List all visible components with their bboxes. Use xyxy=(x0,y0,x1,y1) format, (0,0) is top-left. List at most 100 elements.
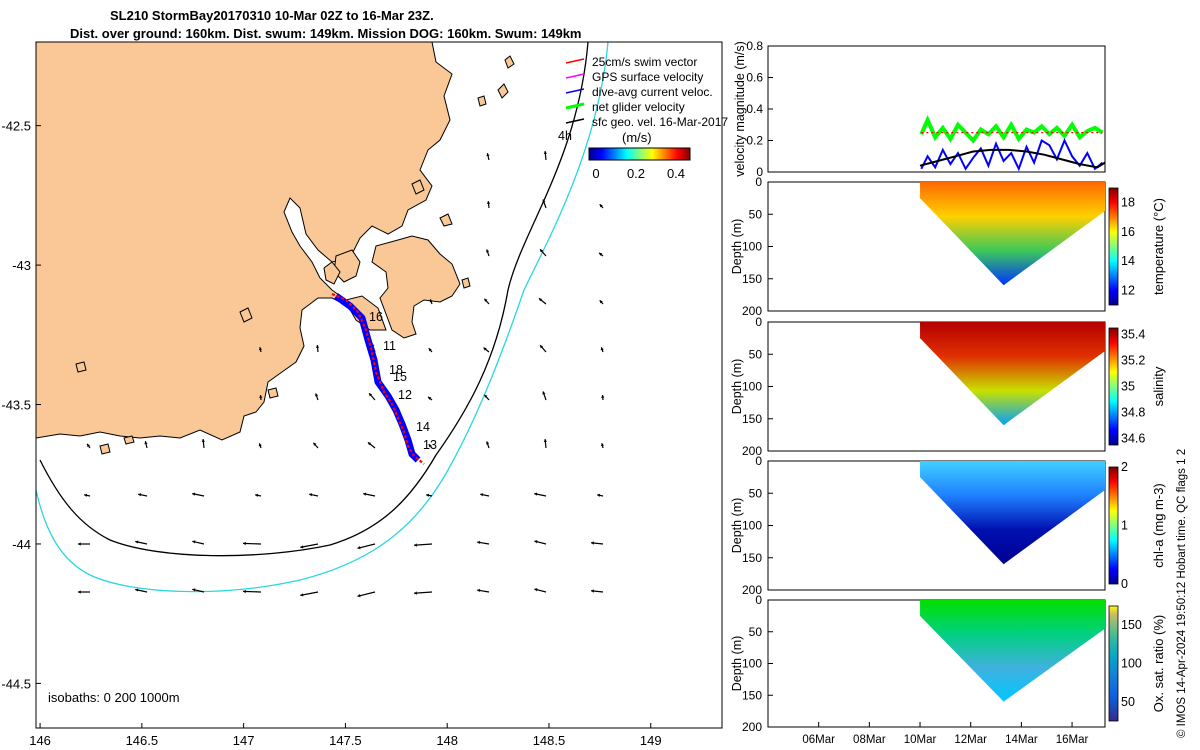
section-panel: 0 50 100 150 200 Depth (m) 0 1 2 chl-a (mg m-3) xyxy=(730,454,1166,597)
geo-vel-arrowhead xyxy=(599,204,603,208)
colorbar-unit: (m/s) xyxy=(622,130,652,145)
geo-vel-arrowhead xyxy=(534,588,538,592)
velocity-tick-label: 0.4 xyxy=(746,102,763,116)
swim-vectors xyxy=(331,292,425,465)
colorbar-tick-label: 16 xyxy=(1121,225,1135,239)
geo-vel-arrow xyxy=(242,542,262,545)
time-tick-label: 14Mar xyxy=(1005,734,1038,746)
colorbar-tick-label: 50 xyxy=(1121,695,1135,709)
lon-tick-label: 146.5 xyxy=(126,733,159,748)
geo-vel-arrow xyxy=(414,591,433,594)
time-tick-label: 12Mar xyxy=(954,734,987,746)
depth-axis-label: Depth (m) xyxy=(730,498,744,554)
geo-vel-arrow xyxy=(242,590,262,593)
colorbar-label: salinity xyxy=(1151,366,1166,406)
legend-item: net glider velocity xyxy=(592,100,685,114)
section-panel: 0 50 100 150 200 Depth (m) 50 100 150 Ox. sat. ra… xyxy=(730,593,1166,734)
time-axis: 06Mar 08Mar 10Mar 12Mar 14Mar 16Mar xyxy=(802,722,1089,746)
sfc-geo-velocity-arrows xyxy=(78,150,605,598)
peninsula-land xyxy=(371,235,461,339)
legend-item: dive-avg current veloc. xyxy=(592,85,713,99)
legend-swatch-gps xyxy=(565,73,585,79)
geo-vel-arrow xyxy=(414,543,433,546)
isobaths-label: isobaths: 0 200 1000m xyxy=(48,690,180,705)
legend-swatch-geo xyxy=(565,118,585,124)
depth-tick-label: 200 xyxy=(742,444,762,458)
geo-vel-arrowhead xyxy=(486,249,490,253)
geo-vel-arrowhead xyxy=(600,443,605,447)
time-tick-label: 16Mar xyxy=(1056,734,1089,746)
depth-tick-label: 150 xyxy=(742,272,762,286)
geo-vel-arrowhead xyxy=(428,396,432,400)
depth-tick-label: 0 xyxy=(755,593,762,607)
time-tick-label: 10Mar xyxy=(904,734,937,746)
colorbar-tick-label: 14 xyxy=(1121,254,1135,268)
geo-vel-arrowhead xyxy=(309,493,313,497)
section-fill xyxy=(920,322,1105,426)
depth-tick-label: 200 xyxy=(742,304,762,318)
isobath-200m xyxy=(39,42,589,557)
geo-vel-arrowhead xyxy=(484,394,488,398)
depth-tick-label: 0 xyxy=(755,315,762,329)
colorbar-tick: 0.4 xyxy=(667,166,685,181)
lon-tick-label: 146 xyxy=(29,733,51,748)
lat-tick-label: -42.5 xyxy=(1,119,31,134)
legend-swatch-swim xyxy=(565,58,585,64)
geo-vel-arrowhead xyxy=(259,395,263,398)
geo-vel-arrowhead xyxy=(542,199,546,203)
time-marker-label: 4h xyxy=(558,129,572,143)
legend-swatch-net xyxy=(565,102,585,110)
legend-item: GPS surface velocity xyxy=(592,70,703,84)
geo-vel-arrowhead xyxy=(540,249,544,253)
geo-vel-arrowhead xyxy=(255,493,259,497)
day-label: 15 xyxy=(393,370,407,384)
geo-vel-arrowhead xyxy=(87,443,91,448)
velocity-tick-label: 0 xyxy=(756,165,763,179)
depth-tick-label: 0 xyxy=(755,175,762,189)
geo-vel-arrowhead xyxy=(313,442,317,446)
colorbar-label: Ox. sat. ratio (%) xyxy=(1151,615,1166,713)
depth-tick-label: 150 xyxy=(742,688,762,702)
geo-vel-arrowhead xyxy=(201,439,205,442)
lat-tick-label: -44.5 xyxy=(1,676,31,691)
geo-vel-arrowhead xyxy=(414,591,417,595)
day-label: 18 xyxy=(389,363,403,377)
geo-vel-arrowhead xyxy=(428,444,432,448)
colorbar-tick-label: 0 xyxy=(1121,577,1128,591)
section-panel: 0 50 100 150 200 Depth (m) 34.6 34.8 35 35.2 35.4 s… xyxy=(730,315,1166,458)
geo-vel-arrowhead xyxy=(534,492,538,496)
section-colorbar xyxy=(1108,466,1119,585)
lon-tick-label: 147.5 xyxy=(329,733,362,748)
section-fill xyxy=(920,461,1105,565)
depth-tick-label: 200 xyxy=(742,583,762,597)
day-label: 16 xyxy=(369,310,383,324)
colorbar-tick: 0 xyxy=(592,166,599,181)
depth-tick-label: 200 xyxy=(742,720,762,734)
day-label: 14 xyxy=(416,420,430,434)
depth-tick-label: 100 xyxy=(742,657,762,671)
depth-axis-label: Depth (m) xyxy=(730,219,744,275)
geo-vel-arrowhead xyxy=(243,541,246,546)
geo-vel-arrowhead xyxy=(591,541,594,545)
section-colorbar xyxy=(1108,605,1119,722)
geo-vel-arrowhead xyxy=(486,153,490,157)
colorbar-tick-label: 35.2 xyxy=(1121,354,1145,368)
series-net-glider-velocity xyxy=(919,115,1104,144)
geo-vel-arrowhead xyxy=(300,593,304,597)
geo-vel-arrowhead xyxy=(315,345,320,348)
colorbar-label: chl-a (mg m-3) xyxy=(1151,483,1166,568)
geo-vel-arrow xyxy=(300,591,319,596)
geo-vel-arrowhead xyxy=(357,594,361,598)
depth-axis-label: Depth (m) xyxy=(730,359,744,415)
geo-vel-arrowhead xyxy=(315,393,319,397)
map-frame xyxy=(35,41,723,729)
lon-tick-label: 148.5 xyxy=(533,733,566,748)
colorbar-label: temperature (°C) xyxy=(1151,198,1166,295)
geo-vel-arrow xyxy=(357,543,376,549)
geo-vel-arrowhead xyxy=(543,151,547,154)
map-axes: 146 146.5 147 147.5 148 148.5 149 -42.5 -43 -43.5… xyxy=(1,119,661,748)
colorbar-tick-label: 1 xyxy=(1121,519,1128,533)
geo-vel-arrowhead xyxy=(300,545,304,549)
depth-tick-label: 100 xyxy=(742,240,762,254)
